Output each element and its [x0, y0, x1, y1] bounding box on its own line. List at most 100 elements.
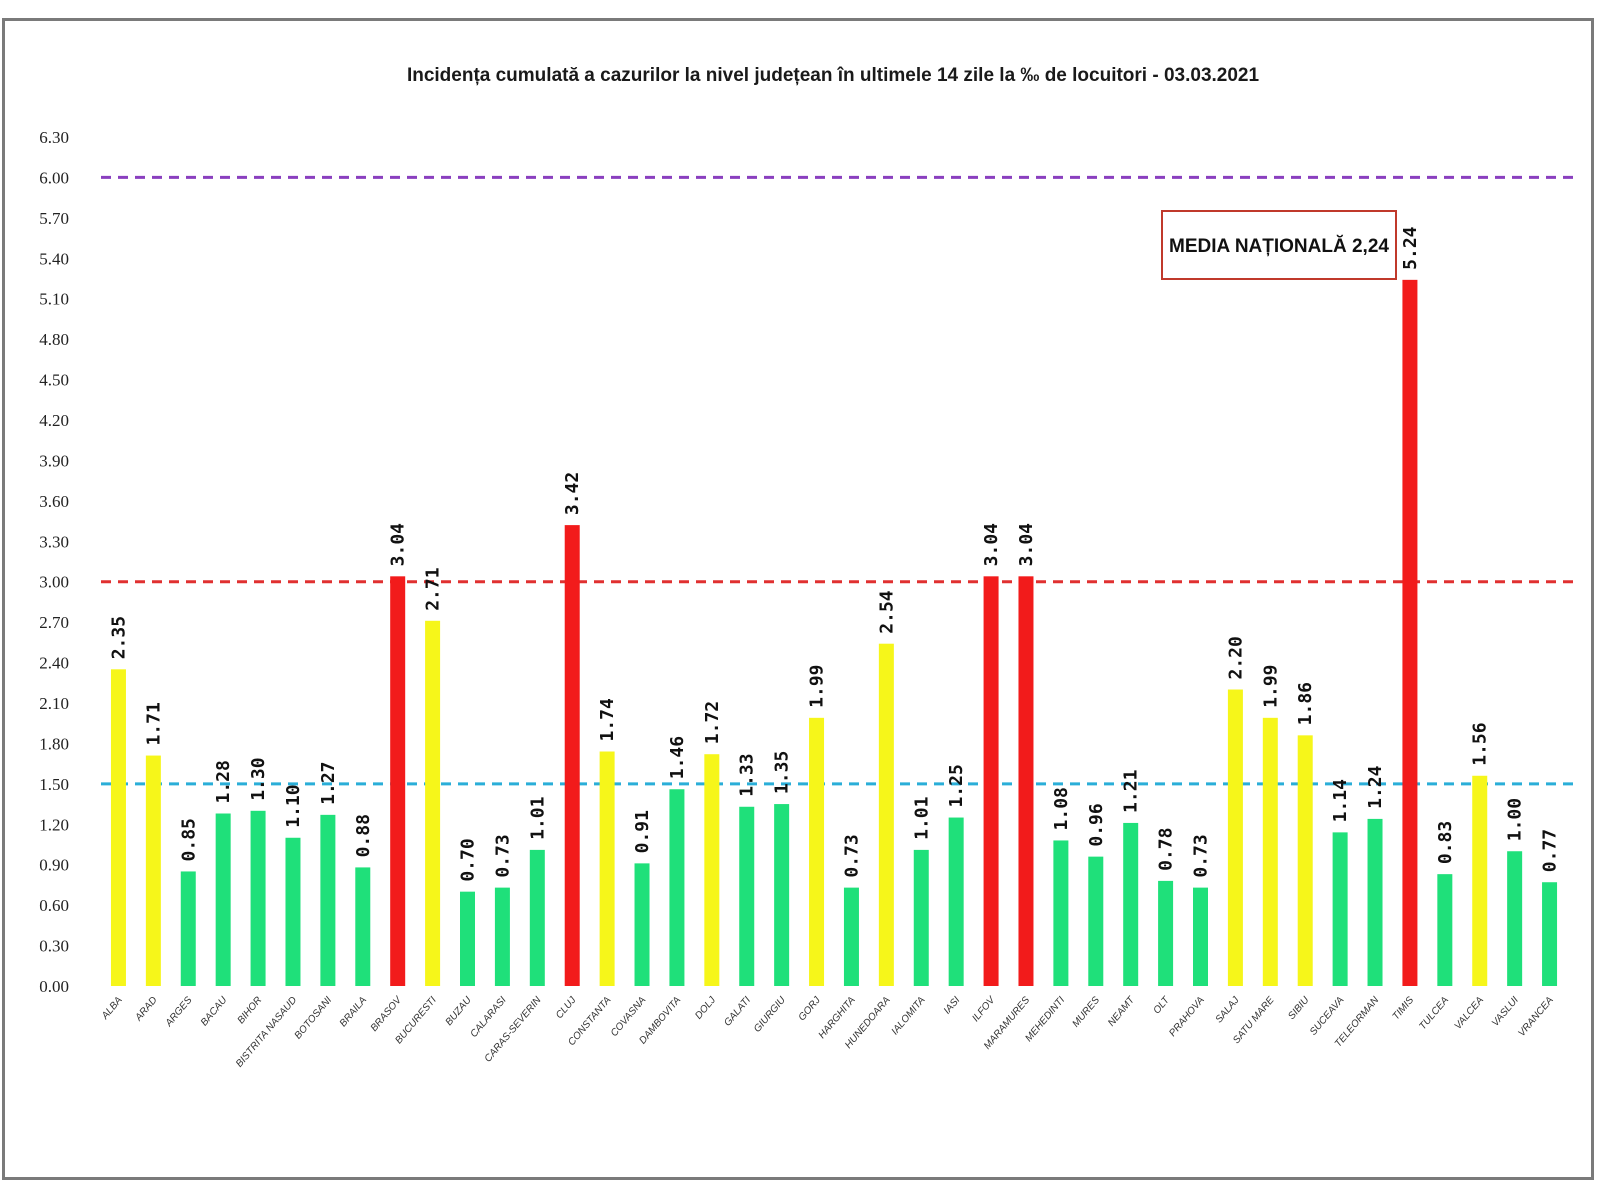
x-tick-label: ILFOV: [970, 994, 998, 1024]
bar-ilfov: [983, 576, 999, 986]
bar-value-label: 0.85: [178, 818, 199, 861]
bar-value-label: 1.71: [143, 702, 164, 745]
y-tick-label: 1.50: [39, 775, 69, 794]
bars: [110, 279, 1558, 986]
bar-olt: [1158, 880, 1174, 986]
x-tick-label: CLUJ: [554, 994, 579, 1021]
y-tick-label: 1.20: [39, 815, 69, 834]
bar-value-label: 1.14: [1330, 779, 1351, 823]
bar-value-label: 3.42: [562, 472, 583, 515]
bar-value-label: 2.35: [108, 616, 129, 659]
bar-giurgiu: [774, 804, 790, 986]
value-labels: 2.35 1.71 0.85 1.28 1.30 1.10 1.27 0.88 3.04 2.71…: [108, 226, 1560, 881]
bar-bacau: [215, 813, 231, 986]
bar-timis: [1402, 279, 1418, 986]
y-tick-label: 3.00: [39, 573, 69, 592]
bar-value-label: 1.27: [318, 761, 339, 804]
bar-bistrita-nasaud: [285, 837, 301, 986]
x-tick-label: GIURGIU: [752, 994, 788, 1034]
y-tick-label: 6.00: [39, 168, 69, 187]
y-tick-label: 5.40: [39, 249, 69, 268]
bar-value-label: 0.73: [492, 834, 513, 877]
bar-dambovita: [669, 789, 685, 986]
x-tick-label: BACAU: [199, 994, 230, 1028]
y-tick-label: 4.80: [39, 330, 69, 349]
bar-value-label: 2.71: [423, 567, 444, 610]
bar-iasi: [948, 817, 964, 986]
bar-value-label: 0.83: [1435, 821, 1456, 864]
bar-value-label: 1.86: [1295, 682, 1316, 725]
x-tick-label: TULCEA: [1417, 995, 1451, 1033]
bar-bihor: [250, 810, 266, 986]
bar-value-label: 1.72: [702, 701, 723, 744]
y-tick-label: 0.90: [39, 856, 69, 875]
bar-value-label: 3.04: [1016, 523, 1037, 567]
bar-value-label: 2.20: [1225, 636, 1246, 679]
bar-value-label: 0.91: [632, 810, 653, 853]
bar-ialomita: [913, 849, 929, 986]
bar-sibiu: [1297, 735, 1313, 986]
bar-value-label: 1.24: [1365, 765, 1386, 809]
y-tick-label: 3.60: [39, 492, 69, 511]
bar-value-label: 1.99: [1260, 664, 1281, 707]
x-tick-label: BISTRITA NASAUD: [234, 995, 299, 1070]
x-tick-label: ALBA: [99, 995, 125, 1023]
bar-arges: [180, 871, 196, 986]
chart-title: Incidența cumulată a cazurilor la nivel …: [407, 65, 1260, 86]
bar-value-label: 1.28: [213, 760, 234, 803]
y-tick-label: 1.80: [39, 734, 69, 753]
bar-vrancea: [1542, 882, 1558, 986]
y-tick-label: 0.60: [39, 896, 69, 915]
x-tick-label: ARGES: [163, 995, 195, 1030]
bar-cluj: [564, 525, 580, 986]
bar-suceava: [1332, 832, 1348, 986]
x-tick-label: GALATI: [722, 995, 753, 1029]
bar-satu-mare: [1262, 717, 1278, 986]
bar-value-label: 1.33: [737, 753, 758, 796]
bar-chart: Incidența cumulată a cazurilor la nivel …: [39, 65, 1577, 1070]
bar-value-label: 1.08: [1051, 787, 1072, 830]
x-tick-label: IASI: [942, 995, 963, 1017]
bar-value-label: 1.30: [248, 757, 269, 800]
bar-valcea: [1472, 775, 1488, 986]
x-tick-label: BIHOR: [236, 995, 265, 1026]
y-tick-label: 0.00: [39, 977, 69, 996]
x-tick-label: PRAHOVA: [1167, 995, 1207, 1039]
bar-value-label: 1.35: [772, 751, 793, 794]
bar-value-label: 1.74: [597, 698, 618, 742]
bar-value-label: 0.78: [1156, 828, 1177, 871]
bar-value-label: 1.01: [527, 797, 548, 840]
y-axis: 0.00 0.30 0.60 0.90 1.20 1.50 1.80 2.10 2.40 2.70…: [39, 128, 69, 996]
y-tick-label: 3.90: [39, 451, 69, 470]
bar-value-label: 1.21: [1121, 770, 1142, 813]
bar-value-label: 0.73: [841, 834, 862, 877]
y-tick-label: 2.40: [39, 654, 69, 673]
x-tick-label: VRANCEA: [1516, 995, 1556, 1039]
y-tick-label: 4.50: [39, 371, 69, 390]
bar-dolj: [704, 754, 720, 986]
bar-value-label: 1.25: [946, 764, 967, 807]
bar-prahova: [1193, 887, 1208, 986]
bar-mehedinti: [1053, 840, 1069, 986]
bar-value-label: 0.70: [458, 838, 479, 881]
bar-botosani: [320, 814, 336, 986]
bar-value-label: 1.01: [911, 797, 932, 840]
bar-value-label: 0.96: [1086, 803, 1107, 846]
bar-harghita: [843, 887, 859, 986]
bar-caras-severin: [529, 849, 545, 986]
bar-neamt: [1123, 822, 1139, 986]
x-tick-label: MURES: [1070, 995, 1102, 1030]
bar-maramures: [1018, 576, 1034, 986]
bar-value-label: 2.54: [876, 590, 897, 634]
bar-constanta: [599, 751, 615, 986]
x-tick-label: NEAMT: [1106, 994, 1137, 1029]
y-tick-label: 3.30: [39, 532, 69, 551]
x-tick-label: SALAJ: [1214, 994, 1243, 1025]
bar-alba: [110, 669, 126, 986]
y-tick-label: 4.20: [39, 411, 69, 430]
reference-lines: [101, 175, 1577, 786]
x-tick-label: VASLUI: [1490, 995, 1521, 1029]
x-tick-label: ARAD: [133, 995, 160, 1024]
bar-braila: [355, 867, 371, 986]
bar-hunedoara: [878, 643, 894, 986]
